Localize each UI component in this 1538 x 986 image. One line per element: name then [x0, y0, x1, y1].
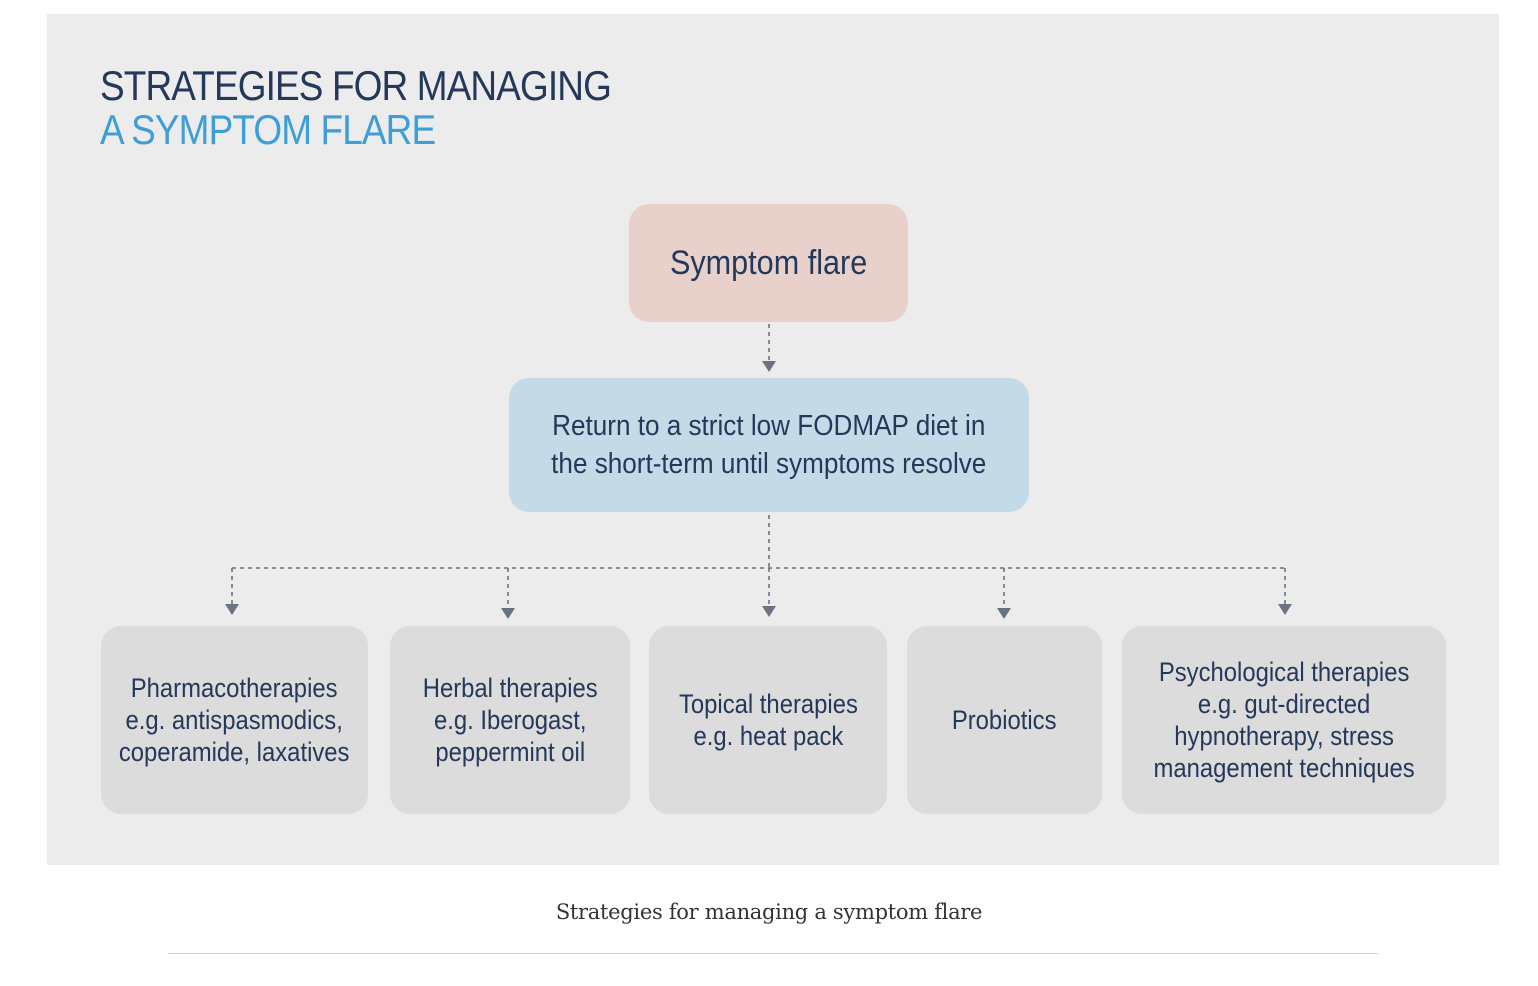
probiotics-label: Probiotics [952, 705, 1057, 735]
herbal-therapies-box: Herbal therapies e.g. Iberogast, pepperm… [390, 626, 630, 814]
symptom-flare-box: Symptom flare [629, 204, 908, 322]
pharmacotherapies-box: Pharmacotherapies e.g. antispasmodics, c… [101, 626, 368, 814]
infographic-title: STRATEGIES FOR MANAGING A SYMPTOM FLARE [100, 62, 612, 153]
topical-therapies-box: Topical therapies e.g. heat pack [649, 626, 887, 814]
figure-caption: Strategies for managing a symptom flare [555, 900, 983, 924]
pharmacotherapies-label: Pharmacotherapies e.g. antispasmodics, c… [119, 673, 350, 767]
title-line-accent: A SYMPTOM FLARE [100, 106, 436, 153]
caption-divider [168, 953, 1378, 954]
symptom-flare-label: Symptom flare [669, 244, 868, 282]
title-line-dark: STRATEGIES FOR MANAGING [100, 62, 612, 109]
probiotics-box: Probiotics [907, 626, 1102, 814]
low-fodmap-diet-label: Return to a strict low FODMAP diet in th… [551, 410, 987, 480]
herbal-therapies-label: Herbal therapies e.g. Iberogast, pepperm… [422, 673, 598, 767]
topical-therapies-label: Topical therapies e.g. heat pack [678, 689, 858, 751]
psychological-therapies-box: Psychological therapies e.g. gut-directe… [1122, 626, 1446, 814]
low-fodmap-diet-box: Return to a strict low FODMAP diet in th… [509, 378, 1029, 512]
psychological-therapies-label: Psychological therapies e.g. gut-directe… [1153, 657, 1415, 783]
